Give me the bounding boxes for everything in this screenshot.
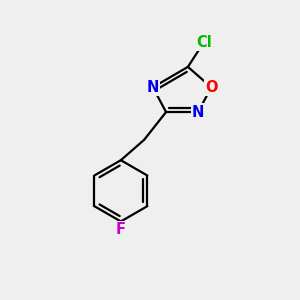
Text: F: F — [116, 222, 126, 237]
Text: N: N — [192, 105, 204, 120]
Text: Cl: Cl — [196, 34, 212, 50]
Text: O: O — [205, 80, 217, 95]
Text: N: N — [147, 80, 159, 95]
